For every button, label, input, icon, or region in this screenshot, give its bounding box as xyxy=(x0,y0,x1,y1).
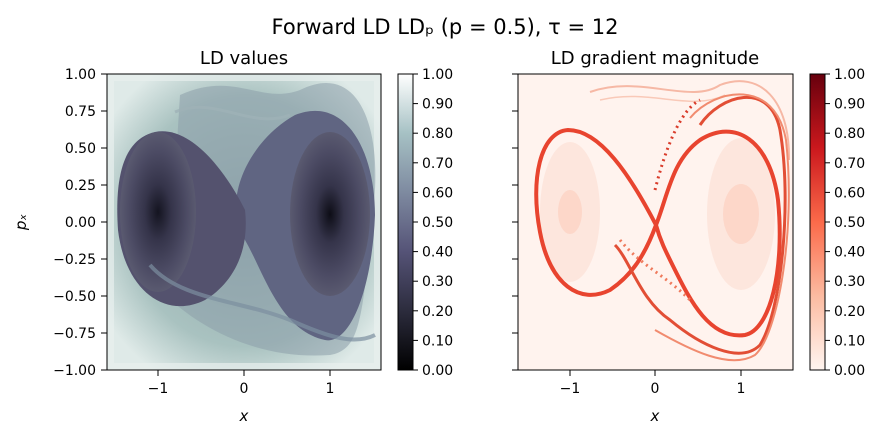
y-tick-label: 0.25 xyxy=(65,178,96,194)
y-tick-label: −1.00 xyxy=(53,363,96,379)
ld-gradient-x-axis: −1 0 1 xyxy=(560,370,746,397)
colorbar-tick-label: 0.20 xyxy=(422,304,453,320)
colorbar-tick-label: 0.80 xyxy=(422,126,453,142)
colorbar-tick-label: 0.30 xyxy=(422,274,453,290)
ld-values-x-label: x xyxy=(239,407,249,425)
colorbar-tick-label: 0.90 xyxy=(422,97,453,113)
colorbar-tick-label: 0.10 xyxy=(834,333,865,349)
colorbar-tick-label: 0.00 xyxy=(422,363,453,379)
colorbar-tick-label: 0.40 xyxy=(422,245,453,261)
ld-values-heatmap xyxy=(107,74,381,370)
ld-values-colorbar: 1.00 0.90 0.80 0.70 0.60 0.50 0.40 0.30 … xyxy=(397,67,453,379)
x-tick-label: 0 xyxy=(651,381,660,397)
y-tick-label: 0.75 xyxy=(65,104,96,120)
x-tick-label: −1 xyxy=(560,381,581,397)
ld-gradient-heatmap xyxy=(518,74,793,370)
ld-gradient-x-label: x xyxy=(650,407,660,425)
ld-gradient-colorbar: 1.00 0.90 0.80 0.70 0.60 0.50 0.40 0.30 … xyxy=(809,67,865,379)
colorbar-tick-label: 0.40 xyxy=(834,245,865,261)
colorbar-tick-label: 0.30 xyxy=(834,274,865,290)
colorbar-tick-label: 1.00 xyxy=(834,67,865,83)
colorbar-tick-label: 0.60 xyxy=(834,185,865,201)
ld-gradient-panel: LD gradient magnitude xyxy=(512,48,865,425)
colorbar-tick-label: 0.50 xyxy=(834,215,865,231)
colorbar-tick-label: 0.60 xyxy=(422,185,453,201)
colorbar-tick-label: 0.80 xyxy=(834,126,865,142)
y-tick-label: −0.75 xyxy=(53,326,96,342)
colorbar-tick-label: 0.20 xyxy=(834,304,865,320)
x-tick-label: 1 xyxy=(326,381,335,397)
ld-values-y-axis: 1.00 0.75 0.50 0.25 0.00 −0.25 −0.50 −0.… xyxy=(53,67,107,379)
ld-gradient-title: LD gradient magnitude xyxy=(551,48,760,69)
colorbar-tick-label: 1.00 xyxy=(422,67,453,83)
y-tick-label: 1.00 xyxy=(65,67,96,83)
colorbar-tick-label: 0.70 xyxy=(422,156,453,172)
y-tick-label: −0.25 xyxy=(53,252,96,268)
x-tick-label: −1 xyxy=(148,381,169,397)
colorbar-tick-label: 0.00 xyxy=(834,363,865,379)
ld-values-panel: LD values xyxy=(12,48,453,425)
figure-title: Forward LD LDₚ (p = 0.5), τ = 12 xyxy=(272,15,619,39)
y-tick-label: 0.00 xyxy=(65,215,96,231)
colorbar-tick-label: 0.70 xyxy=(834,156,865,172)
ld-values-y-label: pₓ xyxy=(12,214,30,232)
colorbar-tick-label: 0.90 xyxy=(834,97,865,113)
x-tick-label: 0 xyxy=(240,381,249,397)
ld-gradient-y-axis xyxy=(512,73,518,371)
colorbar-tick-label: 0.50 xyxy=(422,215,453,231)
y-tick-label: −0.50 xyxy=(53,289,96,305)
ld-values-x-axis: −1 0 1 xyxy=(148,370,335,397)
y-tick-label: 0.50 xyxy=(65,141,96,157)
colorbar-tick-label: 0.10 xyxy=(422,333,453,349)
ld-values-title: LD values xyxy=(200,48,288,69)
x-tick-label: 1 xyxy=(737,381,746,397)
